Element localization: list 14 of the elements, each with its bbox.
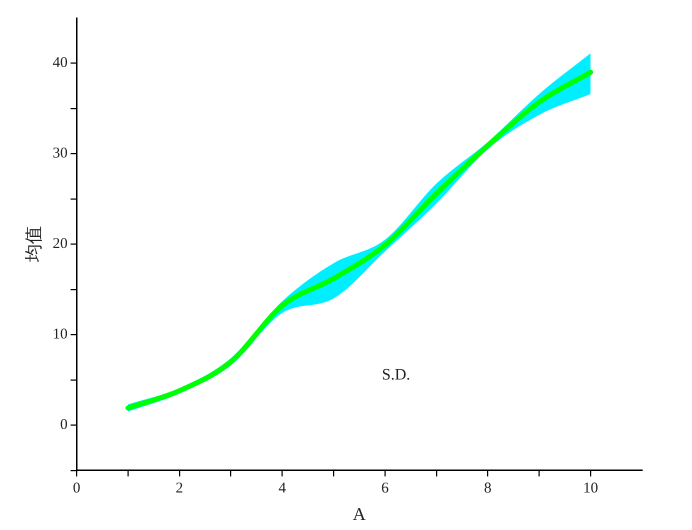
y-tick-label: 0 (60, 417, 68, 434)
x-tick-label: 0 (72, 480, 80, 496)
y-tick-label: 40 (52, 55, 68, 72)
x-tick-label: 10 (583, 480, 598, 496)
x-tick-label: 8 (484, 480, 492, 496)
annotation: S.D. (382, 366, 410, 384)
y-axis-title: 均值 (24, 226, 44, 264)
x-tick-label: 4 (278, 480, 286, 496)
x-tick-label: 2 (176, 480, 184, 496)
x-tick-label: 6 (381, 480, 390, 496)
y-tick-label: 20 (52, 236, 68, 252)
x-axis-title: A (352, 504, 366, 524)
y-tick-label: 30 (52, 146, 68, 162)
y-tick-label: 10 (52, 326, 68, 343)
